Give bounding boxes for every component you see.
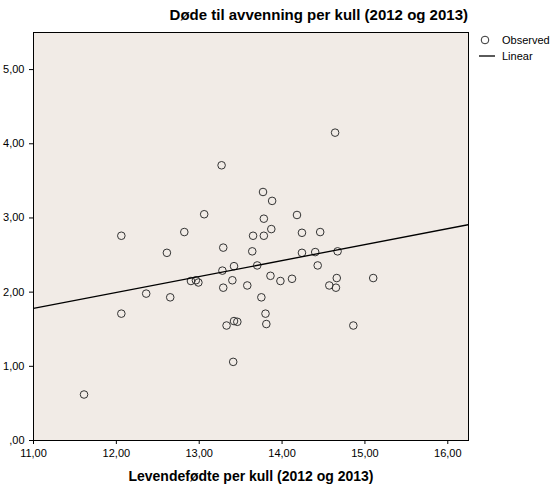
svg-text:,00: ,00 <box>9 434 24 446</box>
svg-text:1,00: 1,00 <box>3 360 24 372</box>
svg-text:16,00: 16,00 <box>434 447 462 459</box>
svg-text:3,00: 3,00 <box>3 211 24 223</box>
svg-text:Levendefødte per kull (2012 og: Levendefødte per kull (2012 og 2013) <box>128 468 373 484</box>
html-text:Døde til avvenning per kull (2: Døde til avvenning per kull (2012 og 201… <box>169 6 468 23</box>
html-text:Observed: Observed <box>502 34 550 46</box>
svg-text:15,00: 15,00 <box>351 447 379 459</box>
svg-text:13,00: 13,00 <box>185 447 213 459</box>
html-text:Linear: Linear <box>502 50 533 62</box>
svg-text:12,00: 12,00 <box>103 447 131 459</box>
svg-text:4,00: 4,00 <box>3 137 24 149</box>
svg-text:11,00: 11,00 <box>20 447 47 459</box>
svg-text:5,00: 5,00 <box>3 63 24 75</box>
svg-text:2,00: 2,00 <box>3 286 24 298</box>
svg-text:14,00: 14,00 <box>268 447 296 459</box>
